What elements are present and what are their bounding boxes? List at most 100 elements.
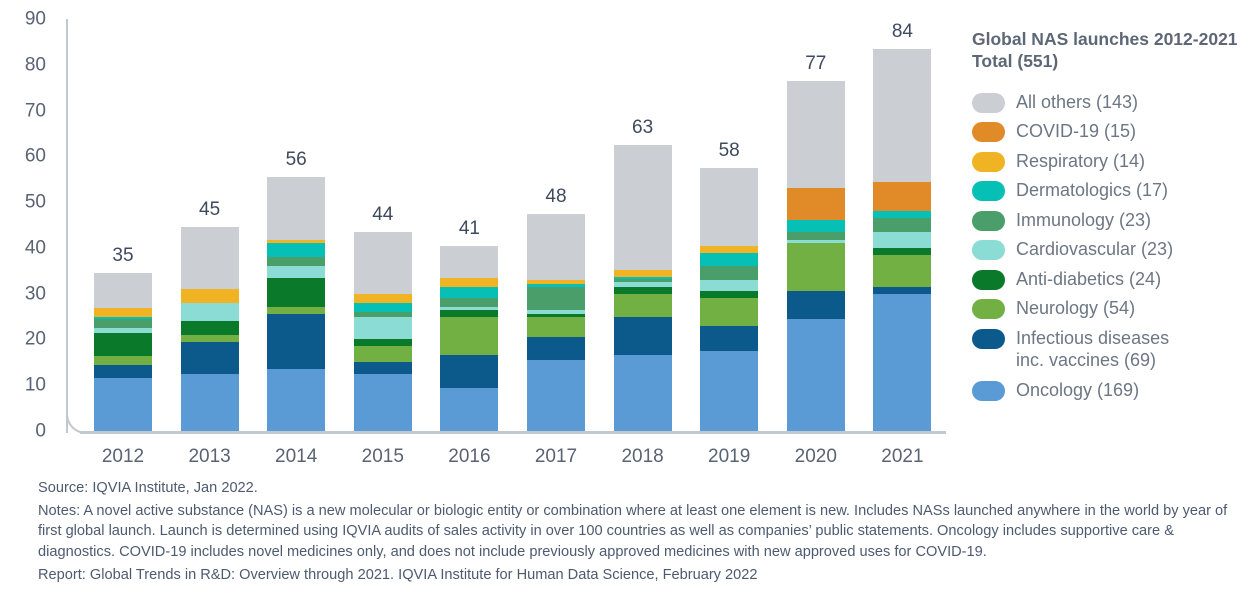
bar-segment[interactable] bbox=[700, 291, 759, 299]
bar-segment[interactable] bbox=[440, 316, 499, 356]
legend-item[interactable]: Immunology (23) bbox=[972, 209, 1255, 232]
bar-segment[interactable] bbox=[613, 277, 672, 279]
bar-segment[interactable] bbox=[180, 289, 239, 303]
bar-group[interactable]: 44 2015 bbox=[353, 205, 412, 466]
bar-segment[interactable] bbox=[873, 48, 932, 182]
bar-segment[interactable] bbox=[873, 211, 932, 219]
legend-item[interactable]: All others (143) bbox=[972, 91, 1255, 114]
legend-item[interactable]: COVID-19 (15) bbox=[972, 120, 1255, 143]
bar-segment[interactable] bbox=[700, 252, 759, 267]
bar-segment[interactable] bbox=[94, 318, 152, 329]
bar-segment[interactable] bbox=[786, 220, 845, 232]
bar-segment[interactable] bbox=[94, 273, 152, 308]
bar-segment[interactable] bbox=[180, 302, 239, 322]
bar-segment[interactable] bbox=[613, 270, 672, 278]
bar-segment[interactable] bbox=[440, 298, 499, 308]
bar-group[interactable]: 77 2020 bbox=[786, 54, 845, 466]
bar-segment[interactable] bbox=[527, 279, 585, 285]
bar-segment[interactable] bbox=[613, 316, 672, 356]
bar-segment[interactable] bbox=[527, 284, 585, 287]
bar-segment[interactable] bbox=[440, 387, 499, 431]
bar-group[interactable]: 35 2012 bbox=[94, 246, 152, 466]
bar-segment[interactable] bbox=[700, 325, 759, 351]
bar-segment[interactable] bbox=[94, 355, 152, 365]
bar-segment[interactable] bbox=[613, 293, 672, 317]
bar-segment[interactable] bbox=[94, 378, 152, 431]
bar-segment[interactable] bbox=[440, 277, 499, 287]
bar-segment[interactable] bbox=[873, 218, 932, 232]
bar-segment[interactable] bbox=[180, 373, 239, 431]
bar-segment[interactable] bbox=[440, 309, 499, 317]
legend-item[interactable]: Cardiovascular (23) bbox=[972, 238, 1255, 261]
bar-segment[interactable] bbox=[353, 346, 412, 363]
bar-segment[interactable] bbox=[873, 231, 932, 248]
bar-segment[interactable] bbox=[700, 266, 759, 280]
bar-segment[interactable] bbox=[786, 80, 845, 189]
bar-segment[interactable] bbox=[873, 181, 932, 212]
bar-segment[interactable] bbox=[700, 350, 759, 431]
bar-group[interactable]: 56 2014 bbox=[267, 150, 326, 466]
bar-segment[interactable] bbox=[94, 316, 152, 319]
bar-segment[interactable] bbox=[94, 307, 152, 317]
bar-segment[interactable] bbox=[440, 355, 499, 388]
bar-segment[interactable] bbox=[353, 231, 412, 294]
bar-segment[interactable] bbox=[873, 254, 932, 287]
bar-segment[interactable] bbox=[180, 321, 239, 335]
bar-segment[interactable] bbox=[267, 314, 326, 370]
bar-segment[interactable] bbox=[527, 286, 585, 310]
bar-segment[interactable] bbox=[613, 282, 672, 287]
bar-segment[interactable] bbox=[267, 277, 326, 308]
bar-group[interactable]: 45 2013 bbox=[180, 200, 239, 466]
bar-segment[interactable] bbox=[873, 286, 932, 294]
bar-group[interactable]: 41 2016 bbox=[440, 219, 499, 466]
bar-segment[interactable] bbox=[700, 245, 759, 253]
bar-segment[interactable] bbox=[353, 362, 412, 374]
bar-segment[interactable] bbox=[94, 364, 152, 379]
bar-segment[interactable] bbox=[700, 167, 759, 246]
bar-segment[interactable] bbox=[786, 291, 845, 319]
bar-segment[interactable] bbox=[786, 231, 845, 240]
bar-segment[interactable] bbox=[353, 312, 412, 317]
bar-segment[interactable] bbox=[353, 373, 412, 431]
bar-group[interactable]: 84 2021 bbox=[873, 22, 932, 466]
bar-segment[interactable] bbox=[353, 339, 412, 347]
bar-segment[interactable] bbox=[94, 332, 152, 356]
bar-segment[interactable] bbox=[786, 318, 845, 431]
bar-segment[interactable] bbox=[700, 279, 759, 292]
bar-segment[interactable] bbox=[267, 307, 326, 315]
bar-segment[interactable] bbox=[613, 144, 672, 271]
bar-segment[interactable] bbox=[786, 188, 845, 221]
bar-segment[interactable] bbox=[267, 369, 326, 431]
bar-segment[interactable] bbox=[267, 257, 326, 267]
legend-item[interactable]: Anti-diabetics (24) bbox=[972, 268, 1255, 291]
legend-item[interactable]: Neurology (54) bbox=[972, 297, 1255, 320]
legend-item[interactable]: Oncology (169) bbox=[972, 379, 1255, 402]
bar-segment[interactable] bbox=[180, 334, 239, 342]
bar-segment[interactable] bbox=[440, 245, 499, 278]
legend-item[interactable]: Respiratory (14) bbox=[972, 150, 1255, 173]
bar-segment[interactable] bbox=[94, 328, 152, 333]
bar-segment[interactable] bbox=[786, 239, 845, 244]
bar-segment[interactable] bbox=[527, 213, 585, 280]
legend-item[interactable]: Dermatologics (17) bbox=[972, 179, 1255, 202]
bar-group[interactable]: 63 2018 bbox=[613, 118, 672, 466]
bar-segment[interactable] bbox=[527, 309, 585, 315]
bar-segment[interactable] bbox=[873, 247, 932, 255]
bar-segment[interactable] bbox=[353, 293, 412, 303]
bar-segment[interactable] bbox=[353, 302, 412, 313]
bar-segment[interactable] bbox=[873, 293, 932, 431]
bar-segment[interactable] bbox=[613, 355, 672, 431]
bar-segment[interactable] bbox=[353, 316, 412, 340]
bar-segment[interactable] bbox=[527, 360, 585, 431]
bar-segment[interactable] bbox=[786, 243, 845, 292]
bar-segment[interactable] bbox=[180, 341, 239, 374]
bar-segment[interactable] bbox=[527, 316, 585, 338]
bar-group[interactable]: 48 2017 bbox=[527, 187, 585, 466]
legend-item[interactable]: Infectious diseases inc. vaccines (69) bbox=[972, 327, 1255, 372]
bar-segment[interactable] bbox=[180, 227, 239, 290]
bar-group[interactable]: 58 2019 bbox=[700, 141, 759, 466]
bar-segment[interactable] bbox=[267, 177, 326, 240]
bar-segment[interactable] bbox=[613, 286, 672, 294]
bar-segment[interactable] bbox=[267, 266, 326, 278]
bar-segment[interactable] bbox=[440, 286, 499, 299]
